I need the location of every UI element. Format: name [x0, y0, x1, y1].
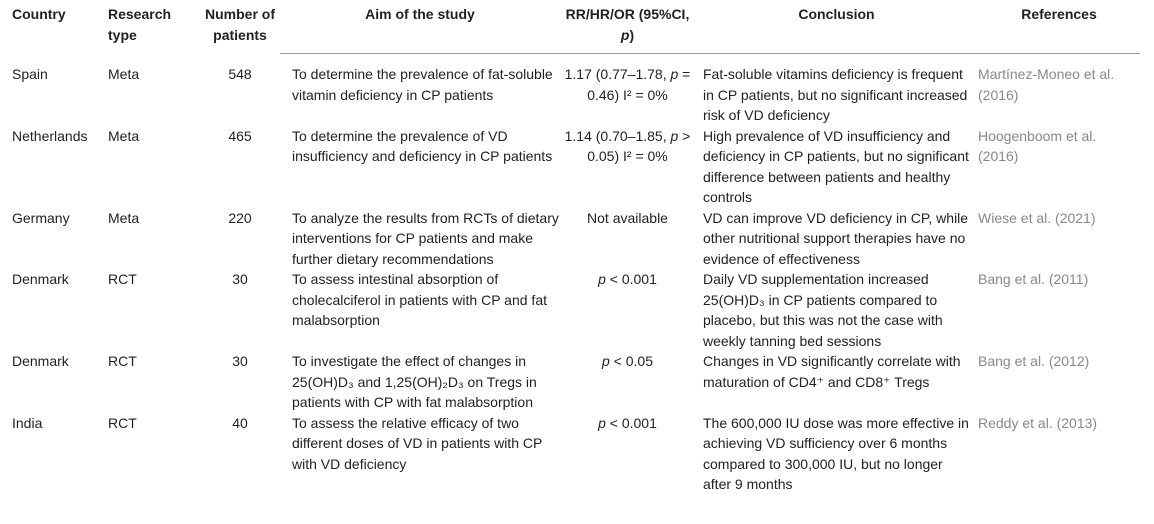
aim: To investigate the effect of changes in … — [292, 353, 537, 410]
table-row: Spain Meta 548 To determine the prevalence … — [12, 54, 1140, 126]
header-cell: Aim of the study — [280, 4, 560, 54]
aim: To assess intestinal absorption of chole… — [292, 271, 547, 328]
reference: Hoogenboom et al. (2016) — [978, 127, 1097, 165]
effect-estimate: p < 0.001 — [598, 271, 657, 287]
research-type: RCT — [108, 353, 137, 369]
conclusion: VD can improve VD deficiency in CP, whil… — [703, 209, 969, 267]
reference: Bang et al. (2012) — [978, 353, 1090, 369]
table: Country Research type Number of patients Ai… — [12, 4, 1140, 495]
header-cell: References — [970, 4, 1140, 54]
reference: Reddy et al. (2013) — [978, 414, 1098, 431]
patient-count: 465 — [228, 127, 252, 144]
header-cell: Research type — [108, 6, 172, 43]
country: India — [12, 414, 43, 431]
country: Denmark — [12, 353, 69, 369]
effect-estimate: Not available — [587, 209, 668, 226]
table-row: Netherlands Meta 465 To determine the preva… — [12, 126, 1140, 208]
header-cell: RR/HR/OR (95%CI, p) — [560, 4, 695, 54]
patient-count: 30 — [232, 353, 248, 369]
effect-estimate: p < 0.05 — [602, 353, 653, 369]
header-cell: Number of patients — [205, 6, 275, 43]
table-row: India RCT 40 To assess the relative efficac… — [12, 413, 1140, 495]
conclusion: Fat-soluble vitamins deficiency is frequ… — [703, 66, 968, 123]
conclusion: The 600,000 IU dose was more effective i… — [703, 414, 969, 493]
header-cell: Conclusion — [695, 4, 970, 54]
conclusion: Changes in VD significantly correlate wi… — [703, 353, 961, 390]
research-type: Meta — [108, 127, 140, 144]
effect-estimate: p < 0.001 — [598, 414, 657, 431]
research-type: RCT — [108, 414, 137, 431]
aim: To determine the prevalence of VD insuff… — [292, 127, 553, 165]
aim: To assess the relative efficacy of two d… — [292, 414, 543, 472]
country: Denmark — [12, 271, 69, 287]
effect-estimate: 1.14 (0.70–1.85, p > 0.05) I² = 0% — [564, 127, 691, 165]
table-header: Country Research type Number of patients Ai… — [12, 4, 1140, 54]
table-row: Germany Meta 220 To analyze the results fro… — [12, 208, 1140, 270]
reference: Martínez-Moneo et al. (2016) — [978, 66, 1115, 103]
patient-count: 548 — [228, 65, 252, 82]
patient-count: 30 — [232, 271, 248, 287]
research-type: Meta — [108, 65, 140, 82]
table-body: Spain Meta 548 To determine the prevalence … — [12, 54, 1140, 495]
reference: Bang et al. (2011) — [978, 271, 1089, 287]
header-cell: Country — [12, 6, 66, 22]
country: Netherlands — [12, 127, 88, 144]
patient-count: 220 — [228, 209, 252, 226]
conclusion: High prevalence of VD insufficiency and … — [703, 127, 969, 206]
header-row: Country Research type Number of patients Ai… — [12, 4, 1140, 54]
country: Germany — [12, 209, 70, 226]
research-type: Meta — [108, 209, 140, 226]
conclusion: Daily VD supplementation increased 25(OH… — [703, 271, 943, 349]
research-type: RCT — [108, 271, 137, 287]
patient-count: 40 — [232, 414, 248, 431]
table-row: Denmark RCT 30 To investigate the effect of… — [12, 351, 1140, 413]
aim: To determine the prevalence of fat-solub… — [292, 66, 553, 103]
effect-estimate: 1.17 (0.77–1.78, p = 0.46) I² = 0% — [564, 66, 691, 103]
reference: Wiese et al. (2021) — [978, 209, 1096, 226]
country: Spain — [12, 65, 48, 82]
aim: To analyze the results from RCTs of diet… — [292, 209, 559, 267]
page: Country Research type Number of patients Ai… — [0, 4, 1154, 524]
table-row: Denmark RCT 30 To assess intestinal absorpt… — [12, 269, 1140, 351]
